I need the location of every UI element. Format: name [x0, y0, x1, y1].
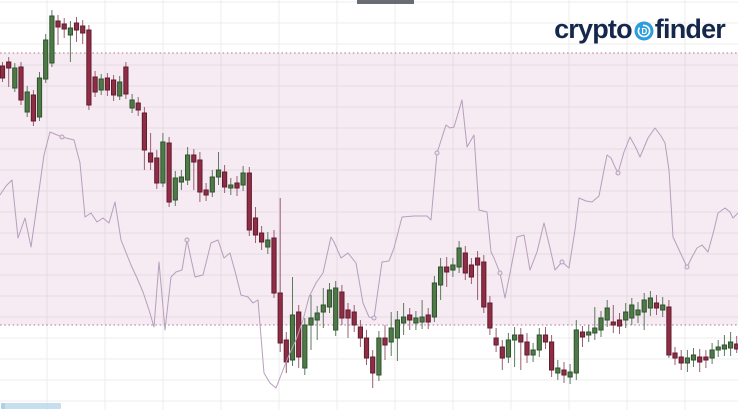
line-marker — [615, 170, 621, 176]
line-marker — [434, 150, 440, 156]
indicator-line — [0, 99, 738, 389]
svg-text:D: D — [641, 27, 647, 36]
watermark-artifact — [1, 403, 61, 409]
line-marker — [684, 264, 690, 270]
candles — [0, 10, 738, 388]
coin-icon: D — [634, 21, 654, 40]
line-marker — [184, 237, 190, 243]
brand-word-crypto: crypto — [554, 14, 633, 44]
line-marker — [59, 134, 65, 140]
line-marker — [559, 259, 565, 265]
line-marker — [371, 315, 377, 321]
top-edge-artifact — [357, 0, 414, 4]
brand-word-finder: finder — [654, 14, 726, 44]
brand-logo[interactable]: crypto D finder — [554, 14, 726, 44]
indicator-band — [0, 52, 738, 326]
line-marker — [497, 270, 503, 276]
